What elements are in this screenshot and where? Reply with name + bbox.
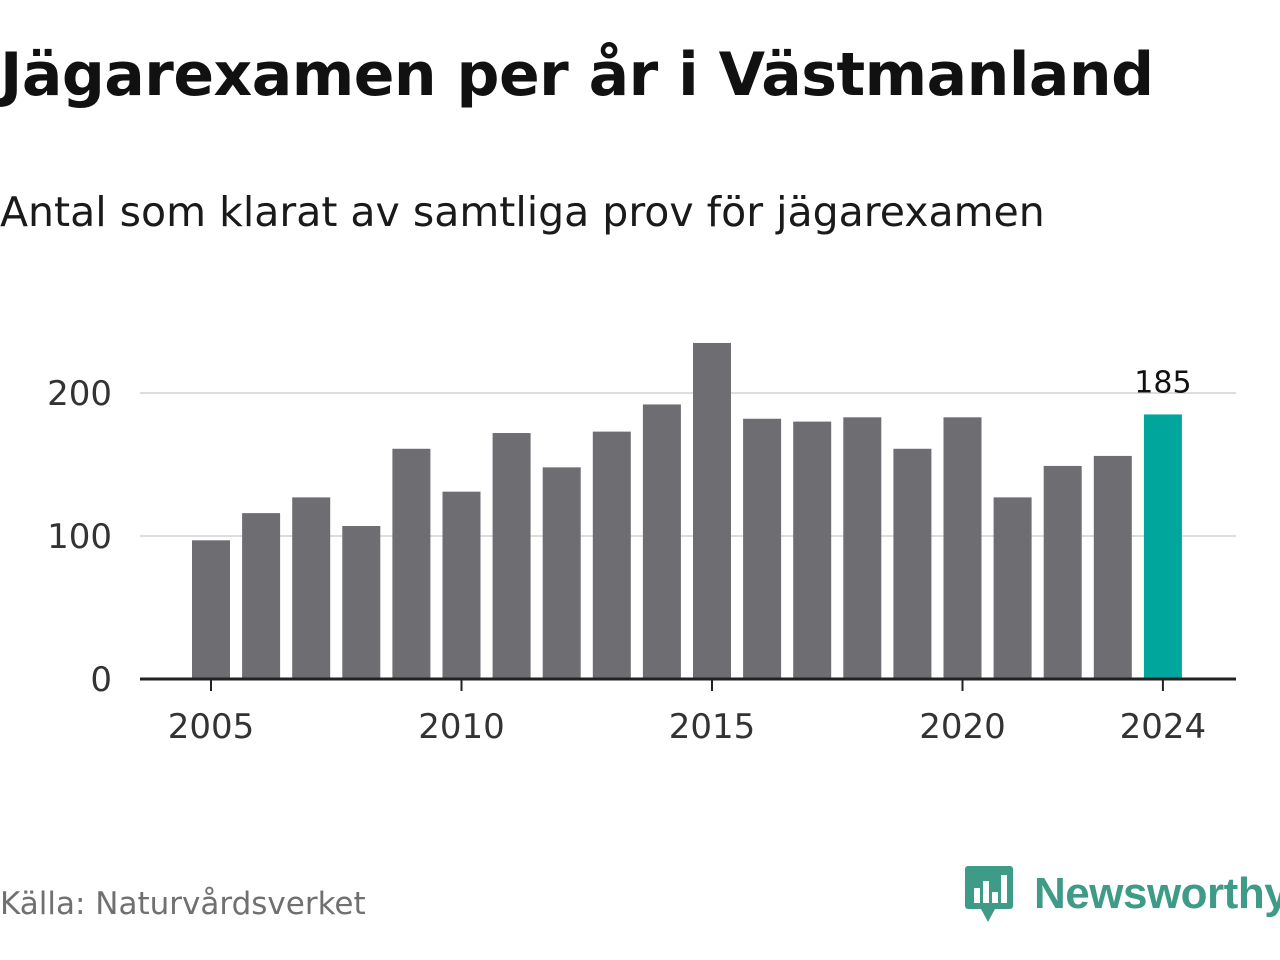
x-tick-label: 2015 xyxy=(669,707,756,747)
y-tick-label: 100 xyxy=(47,517,112,557)
x-tick-label: 2024 xyxy=(1120,707,1207,747)
bar xyxy=(542,467,581,679)
bar xyxy=(793,421,832,679)
y-tick-label: 200 xyxy=(47,374,112,414)
bar xyxy=(392,448,431,679)
x-tick-label: 2020 xyxy=(919,707,1006,747)
brand-logo[interactable]: Newsworthy xyxy=(964,862,1280,926)
bar xyxy=(192,540,230,679)
bar xyxy=(642,404,681,679)
bar xyxy=(693,342,731,679)
brand-name: Newsworthy xyxy=(1034,869,1280,918)
bar xyxy=(242,513,281,679)
bar xyxy=(442,491,481,679)
bar-highlight xyxy=(1143,414,1182,679)
bar xyxy=(993,497,1032,679)
bar xyxy=(943,417,982,679)
bar xyxy=(492,433,531,679)
bar xyxy=(292,497,331,679)
bar xyxy=(893,448,932,679)
bar xyxy=(843,417,882,679)
x-tick-label: 2005 xyxy=(168,707,255,747)
chart-subtitle: Antal som klarat av samtliga prov för jä… xyxy=(0,188,1045,236)
chart-title: Jägarexamen per år i Västmanland xyxy=(0,40,1154,110)
x-tick-label: 2010 xyxy=(418,707,505,747)
bar xyxy=(342,525,381,679)
data-label: 185 xyxy=(1134,365,1191,400)
bar xyxy=(743,418,782,679)
y-tick-label: 0 xyxy=(90,660,112,700)
bar xyxy=(1093,455,1132,679)
bar xyxy=(592,431,631,679)
source-note: Källa: Naturvårdsverket xyxy=(0,886,366,922)
bar xyxy=(1043,465,1082,679)
bar-chart-speech-bubble-icon xyxy=(965,866,1013,922)
